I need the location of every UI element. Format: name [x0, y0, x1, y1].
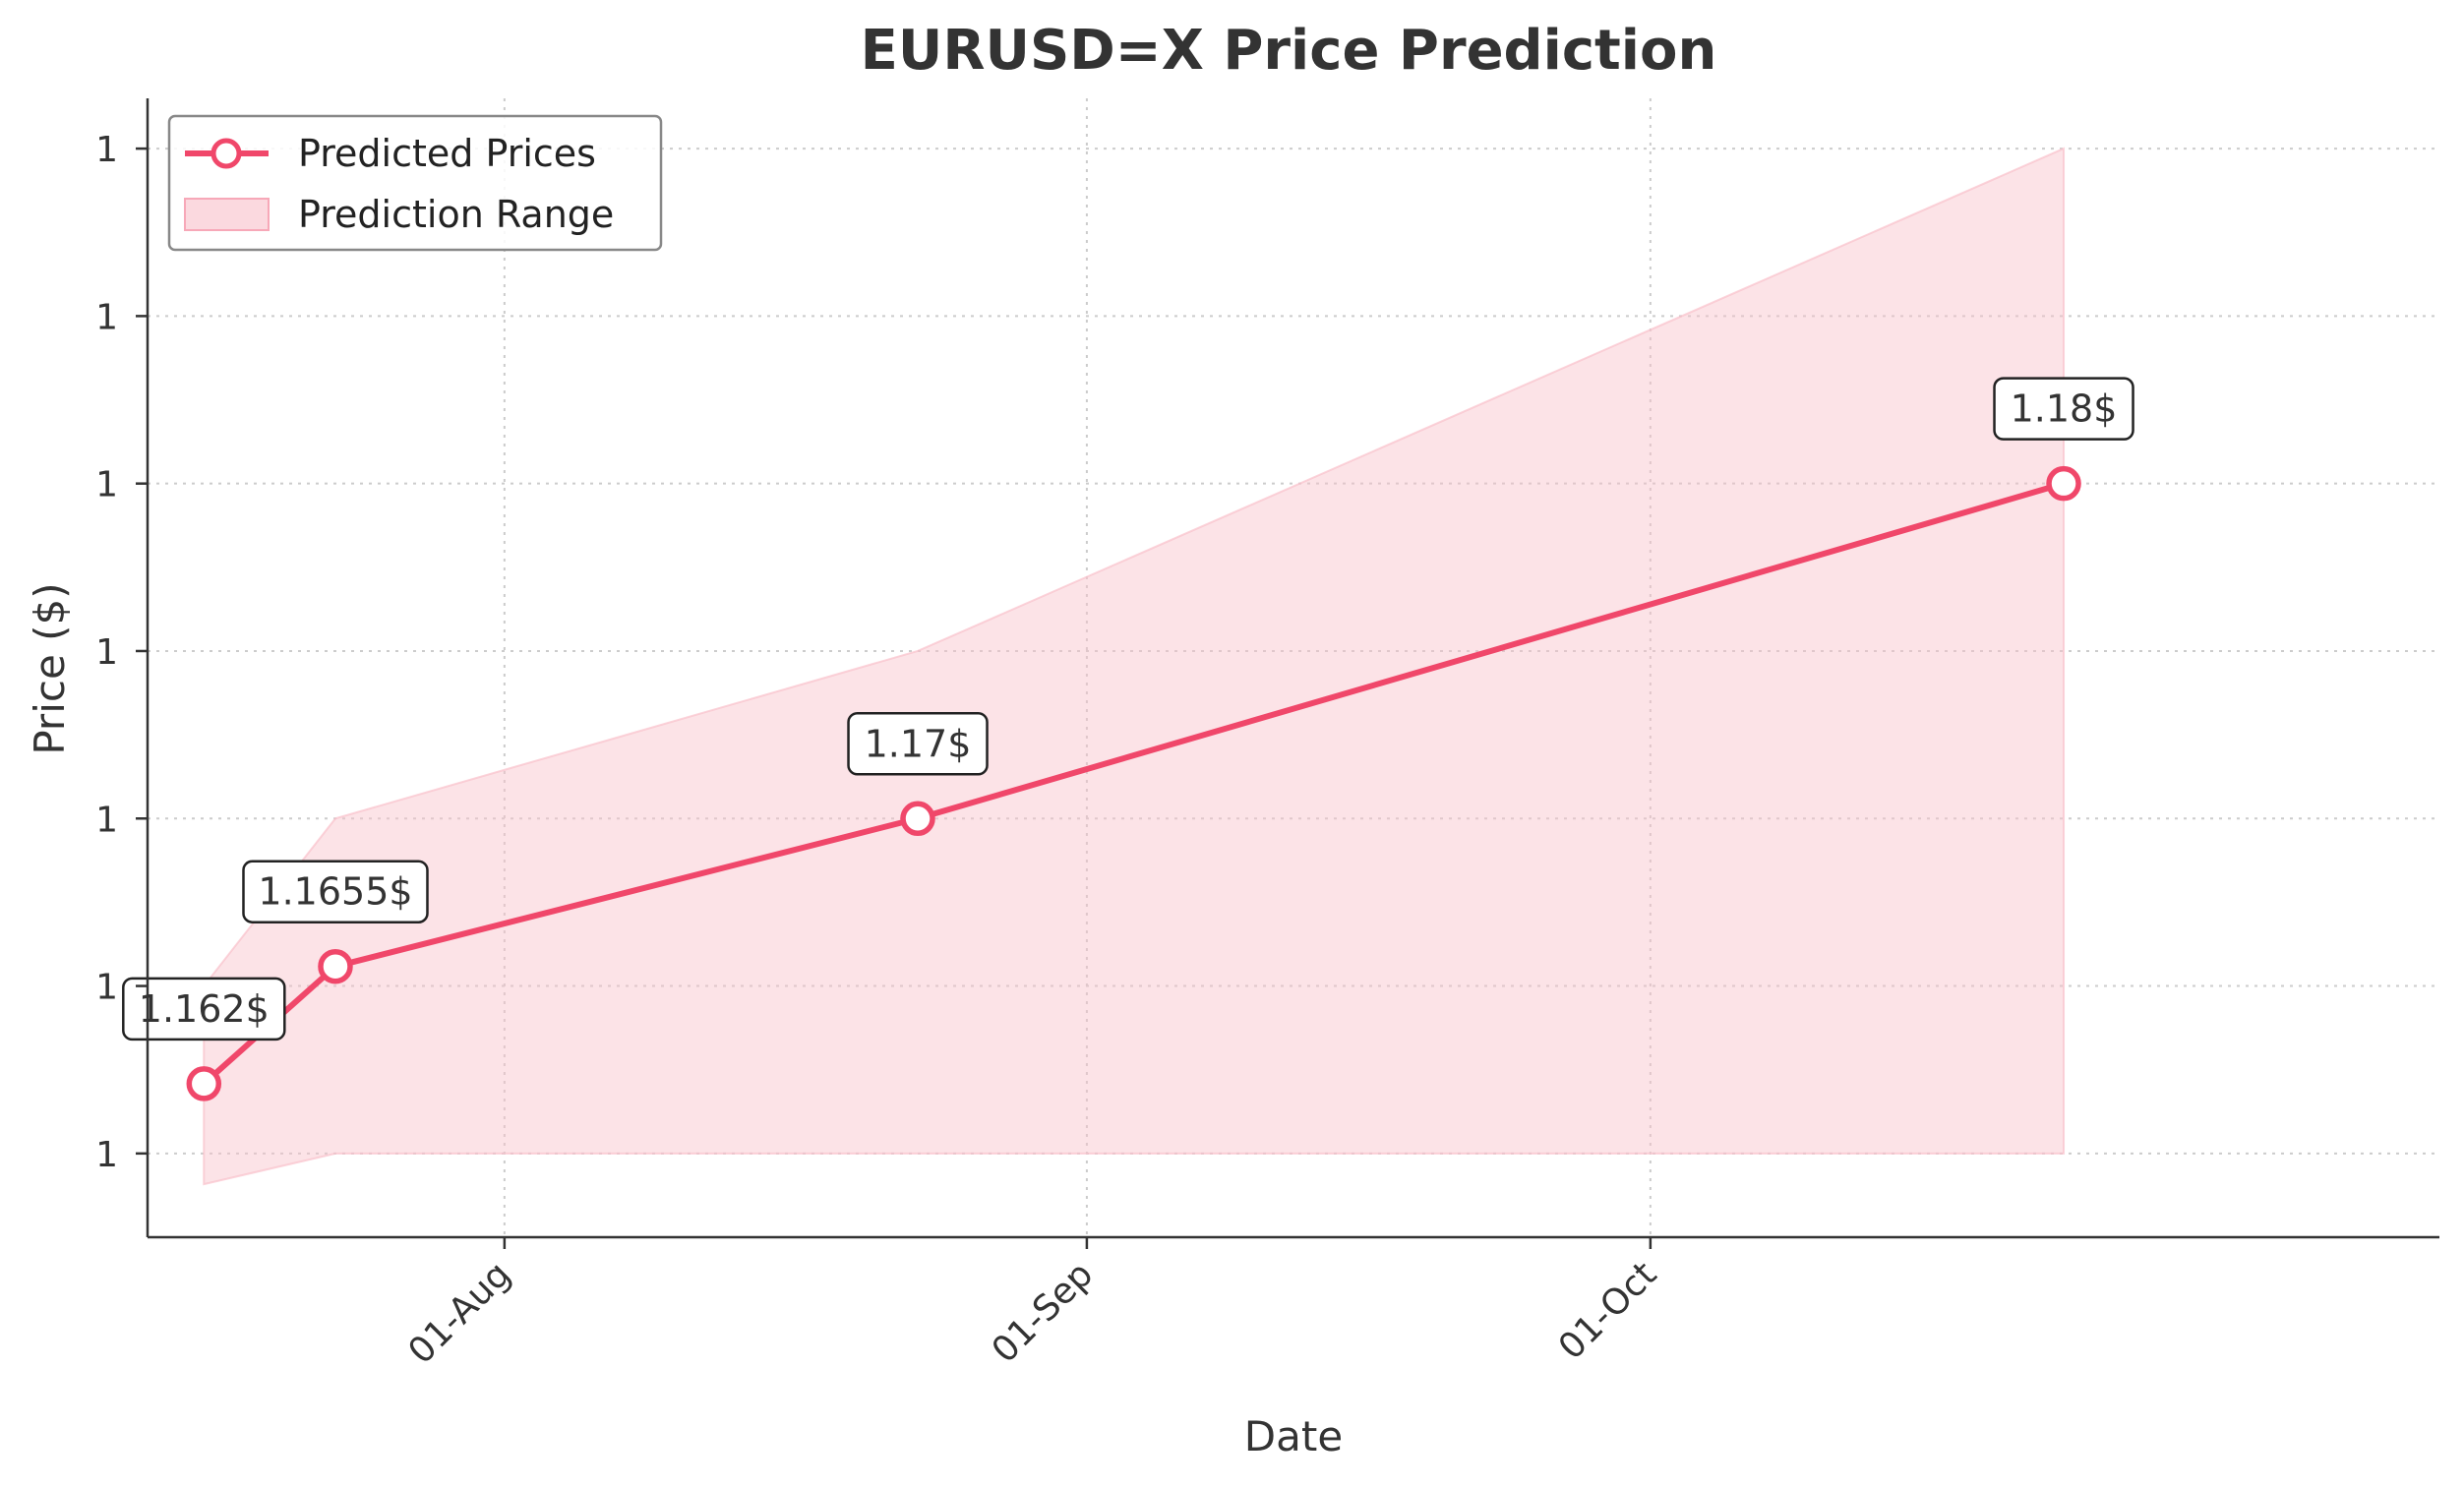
- data-label-box: [1993, 377, 2134, 441]
- legend: Predicted Prices Prediction Range: [167, 114, 663, 252]
- y-axis-label: Price ($): [26, 582, 74, 754]
- data-labels: 1.162$ 1.1655$ 1.17$ 1.18$: [122, 377, 2134, 1042]
- x-axis-label: Date: [1244, 1412, 1343, 1460]
- data-label-box: [242, 860, 429, 923]
- y-tick-label: 1: [95, 465, 118, 506]
- y-tick-label: 1: [95, 632, 118, 673]
- y-tick-label: 1: [95, 968, 118, 1008]
- y-tick-label: 1: [95, 297, 118, 337]
- legend-area-swatch: [184, 198, 270, 231]
- data-point[interactable]: [2046, 465, 2081, 502]
- data-point[interactable]: [318, 948, 353, 984]
- legend-label-range: Prediction Range: [298, 193, 614, 236]
- data-label-box: [122, 977, 286, 1042]
- data-label: 1.17$: [865, 722, 972, 765]
- y-tick-label: 1: [95, 1135, 118, 1175]
- y-tick-label: 1: [95, 130, 118, 170]
- chart-title: EURUSD=X Price Prediction: [861, 19, 1717, 83]
- predicted-prices-points: [186, 465, 2081, 1101]
- prediction-range-area: [203, 147, 2066, 1186]
- legend-marker-swatch: [210, 138, 242, 169]
- data-point[interactable]: [900, 801, 935, 837]
- y-ticks: 1 1 1 1 1 1 1: [95, 130, 148, 1175]
- prediction-range-band: [203, 147, 2066, 1186]
- legend-label-predicted: Predicted Prices: [298, 132, 596, 175]
- data-label: 1.1655$: [258, 870, 412, 914]
- data-label: 1.162$: [139, 987, 270, 1031]
- data-point[interactable]: [186, 1066, 222, 1101]
- axes: [146, 98, 2439, 1239]
- data-label: 1.18$: [2011, 387, 2118, 431]
- y-tick-label: 1: [95, 800, 118, 840]
- data-label-box: [847, 712, 989, 776]
- legend-box: [167, 114, 663, 252]
